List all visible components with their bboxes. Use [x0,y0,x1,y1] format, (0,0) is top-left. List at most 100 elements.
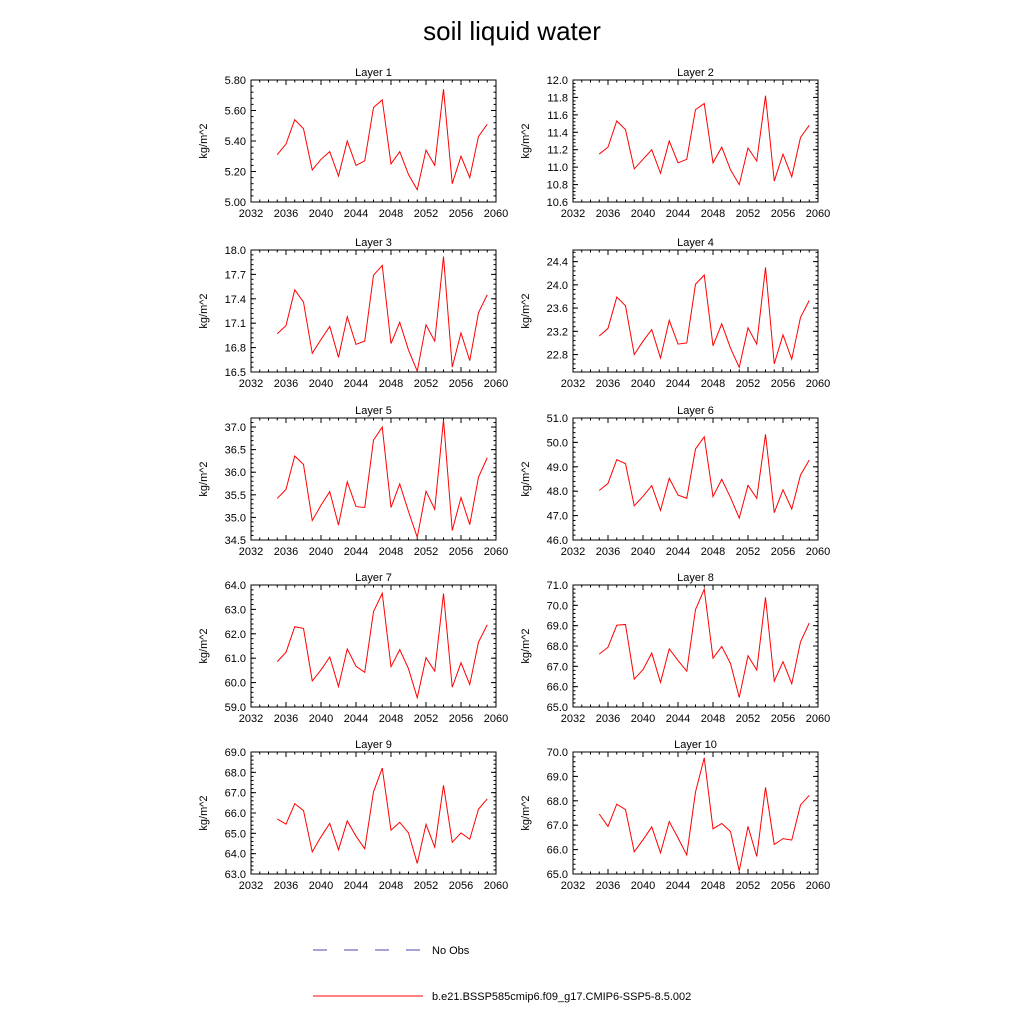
series-line-1 [276,419,488,540]
x-tick-label: 2060 [484,208,508,220]
y-tick-label: 11.6 [547,110,568,122]
y-tick-label: 11.0 [547,162,568,174]
x-tick-label: 2056 [771,546,795,558]
x-tick-label: 2032 [561,208,585,220]
y-tick-label: 5.80 [225,75,246,87]
y-axis-label: kg/m^2 [198,461,210,496]
x-tick-label: 2036 [274,378,298,390]
y-tick-label: 65.0 [547,702,568,714]
panel-title: Layer 4 [677,237,714,249]
x-tick-label: 2040 [309,880,333,892]
x-tick-label: 2044 [666,546,690,558]
series-line-1 [276,591,488,700]
series-line-1 [598,267,810,369]
y-tick-label: 35.5 [225,490,246,502]
y-tick-label: 49.0 [547,462,568,474]
chart-panel-3: Layer 3 2032 2036 2040 2044 2048 2052 2056 2060 1… [198,237,508,390]
y-axis-label: kg/m^2 [520,461,532,496]
x-tick-label: 2056 [449,208,473,220]
y-tick-label: 17.1 [225,318,246,330]
legend: No Obs b.e21.BSSP585cmip6.f09_g17.CMIP6-S… [313,945,691,1003]
x-tick-label: 2048 [701,378,725,390]
x-tick-label: 2052 [414,208,438,220]
x-tick-label: 2056 [771,208,795,220]
x-tick-label: 2060 [484,713,508,725]
x-tick-label: 2036 [596,713,620,725]
x-tick-label: 2052 [414,378,438,390]
x-tick-label: 2032 [561,880,585,892]
y-tick-label: 71.0 [547,580,568,592]
series-line-1 [276,767,488,864]
panel-title: Layer 9 [355,739,392,751]
x-tick-label: 2032 [561,546,585,558]
series-line-1 [598,757,810,871]
series-line-1 [276,89,488,192]
x-tick-label: 2048 [701,713,725,725]
y-tick-label: 59.0 [225,702,246,714]
x-tick-label: 2032 [561,378,585,390]
x-tick-label: 2040 [631,208,655,220]
y-tick-label: 51.0 [547,413,568,425]
x-tick-label: 2052 [736,713,760,725]
y-tick-label: 16.5 [225,367,246,379]
y-tick-label: 22.8 [547,350,568,362]
series-line-1 [598,95,810,186]
x-tick-label: 2040 [631,880,655,892]
x-tick-label: 2044 [666,880,690,892]
x-tick-label: 2056 [449,546,473,558]
x-tick-label: 2060 [806,713,830,725]
x-tick-label: 2044 [344,713,368,725]
y-tick-label: 65.0 [225,828,246,840]
chart-panel-5: Layer 5 2032 2036 2040 2044 2048 2052 2056 2060 3… [198,405,508,558]
panel-title: Layer 10 [674,739,717,751]
y-axis-label: kg/m^2 [520,293,532,328]
y-tick-label: 17.4 [225,294,246,306]
y-tick-label: 68.0 [225,767,246,779]
y-tick-label: 11.8 [547,92,568,104]
x-tick-label: 2056 [449,378,473,390]
y-tick-label: 5.40 [225,136,246,148]
x-tick-label: 2048 [379,880,403,892]
x-tick-label: 2052 [736,546,760,558]
y-tick-label: 50.0 [547,437,568,449]
panel-title: Layer 5 [355,405,392,417]
y-axis-label: kg/m^2 [520,123,532,158]
y-tick-label: 37.0 [225,422,246,434]
y-axis-label: kg/m^2 [198,795,210,830]
y-tick-label: 23.2 [547,326,568,338]
plot-frame [572,249,819,373]
y-tick-label: 5.60 [225,106,246,118]
x-tick-label: 2060 [806,208,830,220]
y-tick-label: 5.20 [225,167,246,179]
series-line-1 [598,587,810,698]
y-tick-label: 46.0 [547,535,568,547]
y-tick-label: 69.0 [547,771,568,783]
x-tick-label: 2036 [596,378,620,390]
x-tick-label: 2056 [449,713,473,725]
y-tick-label: 63.0 [225,604,246,616]
x-tick-label: 2052 [414,713,438,725]
x-tick-label: 2044 [666,208,690,220]
x-tick-label: 2060 [806,378,830,390]
x-tick-label: 2048 [379,713,403,725]
y-tick-label: 11.4 [547,127,568,139]
panel-title: Layer 1 [355,67,392,79]
panel-title: Layer 2 [677,67,714,79]
x-tick-label: 2060 [484,378,508,390]
x-tick-label: 2036 [274,208,298,220]
y-tick-label: 24.4 [547,257,568,269]
y-tick-label: 60.0 [225,678,246,690]
x-tick-label: 2052 [736,378,760,390]
chart-panel-8: Layer 8 2032 2036 2040 2044 2048 2052 2056 2060 6… [520,572,830,725]
y-axis-label: kg/m^2 [198,628,210,663]
y-tick-label: 66.0 [547,682,568,694]
x-tick-label: 2044 [666,378,690,390]
x-tick-label: 2040 [309,546,333,558]
plot-frame [250,249,497,373]
y-tick-label: 17.7 [225,269,246,281]
x-tick-label: 2060 [806,546,830,558]
x-tick-label: 2048 [379,208,403,220]
x-tick-label: 2040 [309,378,333,390]
y-tick-label: 23.6 [547,303,568,315]
